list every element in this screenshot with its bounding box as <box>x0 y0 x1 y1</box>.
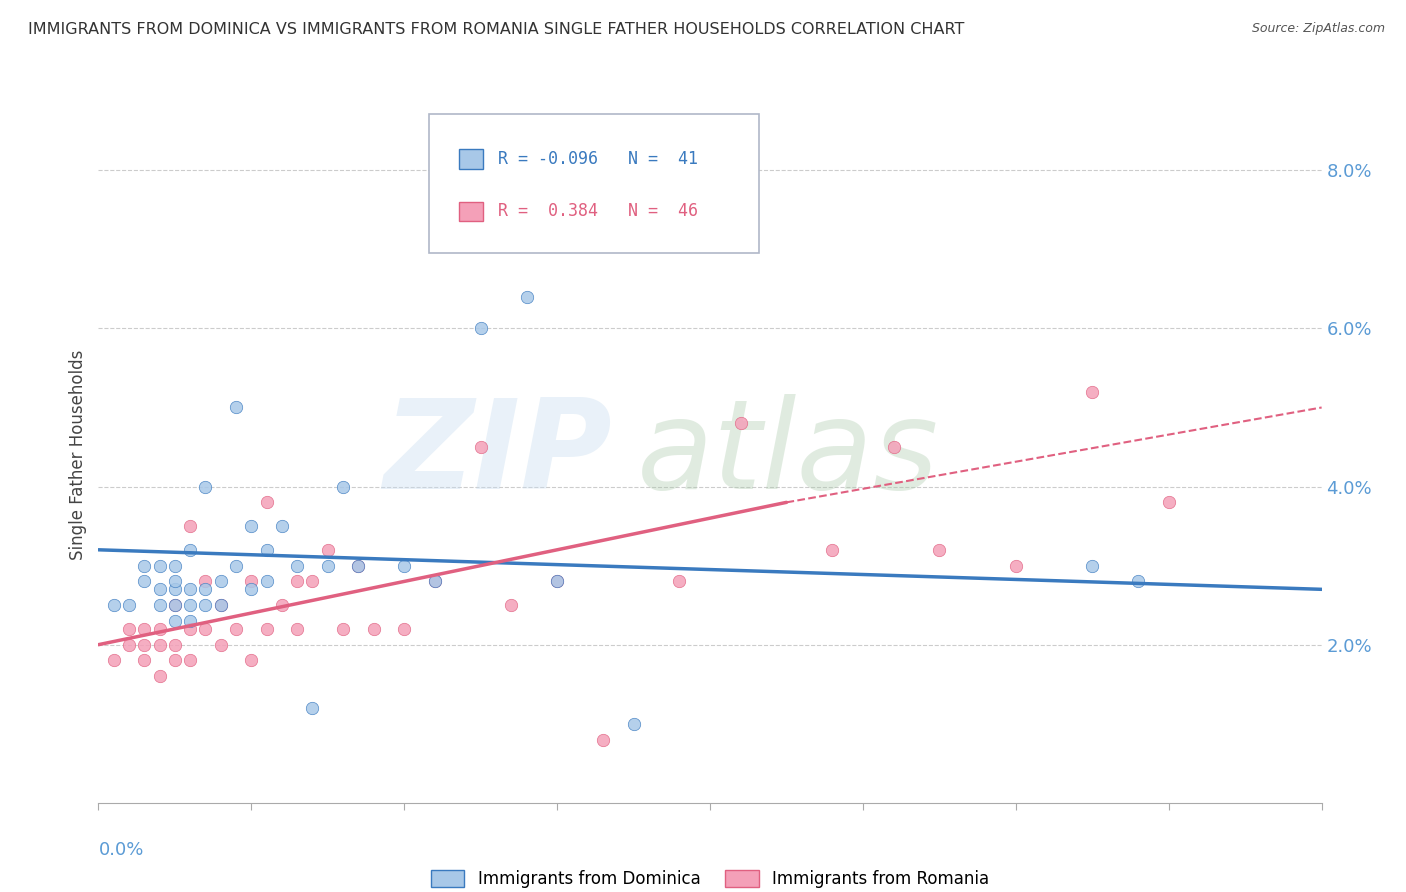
FancyBboxPatch shape <box>460 202 484 221</box>
FancyBboxPatch shape <box>429 114 759 253</box>
Point <box>149 582 172 597</box>
Point <box>392 558 416 573</box>
Point <box>347 558 370 573</box>
Point <box>730 417 752 431</box>
Text: R =  0.384   N =  46: R = 0.384 N = 46 <box>498 202 697 220</box>
Text: R = -0.096   N =  41: R = -0.096 N = 41 <box>498 150 697 169</box>
Point <box>546 574 568 589</box>
Point <box>149 638 172 652</box>
Point <box>149 558 172 573</box>
Point <box>316 542 339 557</box>
Point <box>179 519 201 533</box>
Point <box>270 598 294 612</box>
Point <box>225 558 247 573</box>
Point <box>179 653 201 667</box>
Point <box>256 622 278 636</box>
Point <box>240 653 263 667</box>
Point <box>134 574 156 589</box>
Point <box>546 574 568 589</box>
Point <box>301 701 323 715</box>
Point <box>256 542 278 557</box>
Point <box>163 558 186 573</box>
Point <box>209 598 232 612</box>
Point <box>225 401 247 415</box>
Point <box>163 653 186 667</box>
Point <box>179 622 201 636</box>
Point <box>209 574 232 589</box>
Point <box>240 574 263 589</box>
Point <box>821 542 844 557</box>
Point <box>134 558 156 573</box>
Point <box>623 716 645 731</box>
Point <box>423 574 446 589</box>
Point <box>883 440 905 454</box>
Point <box>194 582 217 597</box>
Point <box>1004 558 1026 573</box>
Text: atlas: atlas <box>637 394 939 516</box>
Point <box>179 542 201 557</box>
Text: ZIP: ZIP <box>384 394 612 516</box>
FancyBboxPatch shape <box>460 150 484 169</box>
Point <box>285 622 308 636</box>
Point <box>928 542 950 557</box>
Point <box>1081 384 1104 399</box>
Point <box>256 495 278 509</box>
Point <box>118 598 141 612</box>
Point <box>668 574 690 589</box>
Point <box>423 574 446 589</box>
Text: 0.0%: 0.0% <box>98 841 143 859</box>
Point <box>149 669 172 683</box>
Point <box>163 574 186 589</box>
Point <box>1157 495 1180 509</box>
Point <box>225 622 247 636</box>
Point <box>134 653 156 667</box>
Point <box>240 582 263 597</box>
Point <box>316 558 339 573</box>
Text: Source: ZipAtlas.com: Source: ZipAtlas.com <box>1251 22 1385 36</box>
Point <box>285 574 308 589</box>
Point <box>103 653 125 667</box>
Point <box>256 574 278 589</box>
Point <box>163 582 186 597</box>
Legend: Immigrants from Dominica, Immigrants from Romania: Immigrants from Dominica, Immigrants fro… <box>425 863 995 892</box>
Point <box>1128 574 1150 589</box>
Point <box>118 638 141 652</box>
Point <box>179 614 201 628</box>
Point <box>270 519 294 533</box>
Point <box>1081 558 1104 573</box>
Point <box>118 622 141 636</box>
Point <box>179 598 201 612</box>
Point <box>134 622 156 636</box>
Point <box>516 290 538 304</box>
Point <box>332 479 354 493</box>
Point <box>163 638 186 652</box>
Point <box>149 598 172 612</box>
Point <box>332 622 354 636</box>
Point <box>592 732 614 747</box>
Point <box>103 598 125 612</box>
Point <box>194 479 217 493</box>
Point <box>163 614 186 628</box>
Point <box>470 321 492 335</box>
Text: IMMIGRANTS FROM DOMINICA VS IMMIGRANTS FROM ROMANIA SINGLE FATHER HOUSEHOLDS COR: IMMIGRANTS FROM DOMINICA VS IMMIGRANTS F… <box>28 22 965 37</box>
Point <box>134 638 156 652</box>
Point <box>470 440 492 454</box>
Point <box>194 598 217 612</box>
Point <box>240 519 263 533</box>
Point <box>194 622 217 636</box>
Point <box>301 574 323 589</box>
Point <box>363 622 385 636</box>
Point <box>163 598 186 612</box>
Point <box>209 598 232 612</box>
Y-axis label: Single Father Households: Single Father Households <box>69 350 87 560</box>
Point <box>194 574 217 589</box>
Point <box>285 558 308 573</box>
Point <box>149 622 172 636</box>
Point <box>347 558 370 573</box>
Point <box>392 622 416 636</box>
Point <box>179 582 201 597</box>
Point <box>209 638 232 652</box>
Point <box>501 598 523 612</box>
Point <box>163 598 186 612</box>
